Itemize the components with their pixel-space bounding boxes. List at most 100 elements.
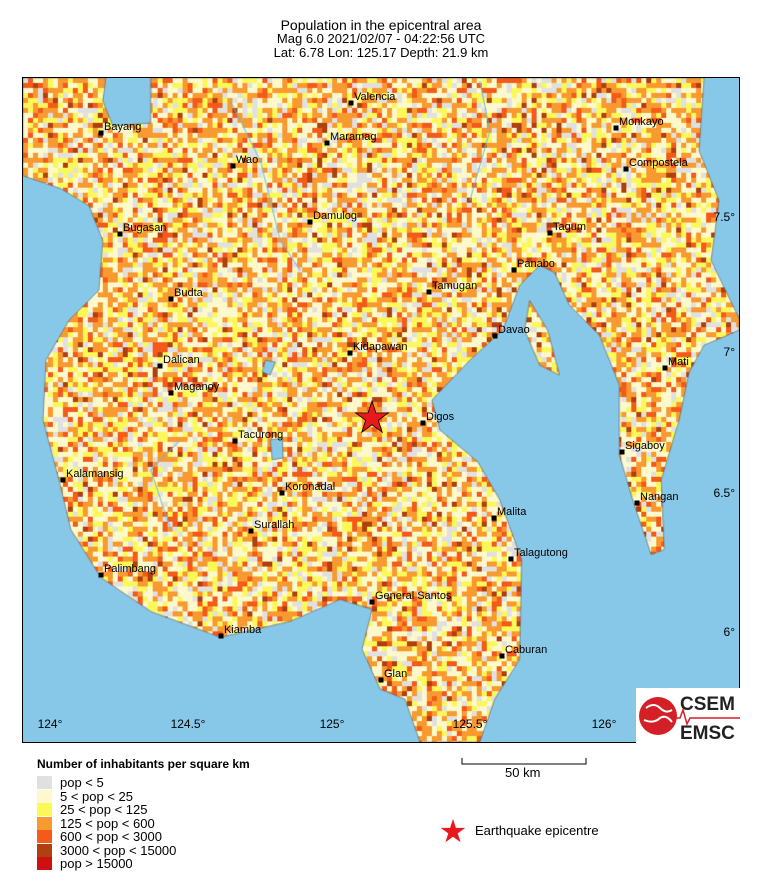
city-marker: Koronadal [279, 481, 335, 496]
city-square-icon [98, 130, 104, 136]
epicentre-legend-star-icon [440, 819, 466, 843]
city-label: Sigaboy [625, 440, 665, 452]
city-square-icon [508, 556, 514, 562]
city-square-icon [378, 677, 384, 683]
city-square-icon [613, 125, 619, 131]
city-square-icon [619, 449, 625, 455]
legend-swatch [37, 857, 52, 870]
city-label: Maramag [330, 131, 376, 143]
legend-swatch [37, 843, 52, 857]
city-marker: Palimbang [98, 563, 156, 578]
city-marker: Davao [492, 324, 530, 339]
legend-swatch [37, 830, 52, 843]
city-marker: General Santos [369, 590, 452, 605]
city-marker: Digos [420, 411, 455, 426]
city-label: Dalican [163, 354, 200, 366]
city-label: Kiamba [224, 624, 262, 636]
city-marker: Mati [662, 356, 689, 371]
city-square-icon [230, 163, 236, 169]
city-square-icon [307, 219, 313, 225]
lon-tick-label: 124.5° [171, 717, 206, 731]
city-square-icon [499, 653, 505, 659]
legend-label: 600 < pop < 3000 [60, 829, 162, 844]
city-label: Davao [498, 324, 530, 336]
lat-tick-label: 6° [724, 625, 736, 639]
city-marker: Damulog [307, 210, 357, 225]
city-label: Damulog [313, 210, 357, 222]
city-marker: Glan [378, 668, 407, 683]
city-square-icon [168, 296, 174, 302]
legend-label: pop > 15000 [60, 856, 133, 871]
city-label: Nangan [640, 491, 679, 503]
city-square-icon [98, 572, 104, 578]
city-label: Budta [174, 287, 204, 299]
legend-label: 3000 < pop < 15000 [60, 842, 177, 858]
svg-text:EMSC: EMSC [680, 723, 735, 743]
city-marker: Surallah [248, 519, 294, 534]
city-marker: Caburan [499, 644, 547, 659]
city-marker: Budta [168, 287, 204, 302]
city-square-icon [511, 267, 517, 273]
city-label: Wao [236, 154, 258, 166]
city-square-icon [279, 490, 285, 496]
city-label: Koronadal [285, 481, 335, 493]
city-marker: Maganoy [168, 381, 220, 396]
city-label: Panabo [517, 258, 555, 270]
city-marker: Monkayo [613, 116, 664, 131]
city-label: Talagutong [514, 547, 568, 559]
city-label: Caburan [505, 644, 547, 656]
map-title: Population in the epicentral area [280, 17, 482, 33]
lat-tick-label: 6.5° [714, 486, 736, 500]
city-square-icon [369, 599, 375, 605]
city-label: Surallah [254, 519, 294, 531]
legend-label: pop < 5 [60, 775, 104, 790]
city-marker: Sigaboy [619, 440, 665, 455]
city-square-icon [324, 140, 330, 146]
legend-label: 5 < pop < 25 [60, 788, 134, 804]
lon-tick-label: 125° [320, 717, 345, 731]
city-marker: Compostela [623, 157, 689, 172]
svg-text:CSEM: CSEM [680, 694, 735, 715]
city-marker: Wao [230, 154, 258, 169]
city-marker: Talagutong [508, 547, 568, 562]
city-label: General Santos [375, 590, 452, 602]
city-square-icon [420, 420, 426, 426]
city-marker: Bugasan [117, 222, 166, 237]
city-square-icon [492, 333, 498, 339]
city-square-icon [426, 289, 432, 295]
scale-bar-label: 50 km [505, 765, 541, 780]
city-label: Mati [668, 356, 689, 368]
city-label: Kidapawan [353, 341, 407, 353]
city-marker: Maramag [324, 131, 376, 146]
city-label: Monkayo [619, 116, 664, 128]
city-marker: Bayang [98, 121, 141, 136]
city-marker: Kalamansig [60, 468, 123, 483]
legend-swatch [37, 776, 52, 789]
lon-tick-label: 126° [592, 717, 617, 731]
city-marker: Panabo [511, 258, 555, 273]
city-label: Bayang [104, 121, 141, 133]
city-square-icon [232, 438, 238, 444]
city-square-icon [491, 515, 497, 521]
legend-swatch [37, 803, 52, 816]
lon-tick-label: 124° [38, 717, 63, 731]
city-label: Maganoy [174, 381, 220, 393]
city-square-icon [634, 500, 640, 506]
city-label: Tamugan [432, 280, 477, 292]
legend-swatch [37, 789, 52, 803]
lon-tick-label: 125.5° [453, 717, 488, 731]
city-marker: Tagum [547, 221, 586, 236]
city-marker: Dalican [157, 354, 200, 369]
city-square-icon [248, 528, 254, 534]
city-label: Malita [497, 506, 527, 518]
city-square-icon [157, 363, 163, 369]
city-label: Compostela [629, 157, 689, 169]
city-square-icon [547, 230, 553, 236]
lat-tick-label: 7° [724, 345, 736, 359]
legend-label: 125 < pop < 600 [60, 815, 155, 831]
city-label: Tagum [553, 221, 586, 233]
legend-label: 25 < pop < 125 [60, 802, 148, 817]
event-location: Lat: 6.78 Lon: 125.17 Depth: 21.9 km [273, 45, 489, 60]
legend-title: Number of inhabitants per square km [37, 757, 250, 771]
